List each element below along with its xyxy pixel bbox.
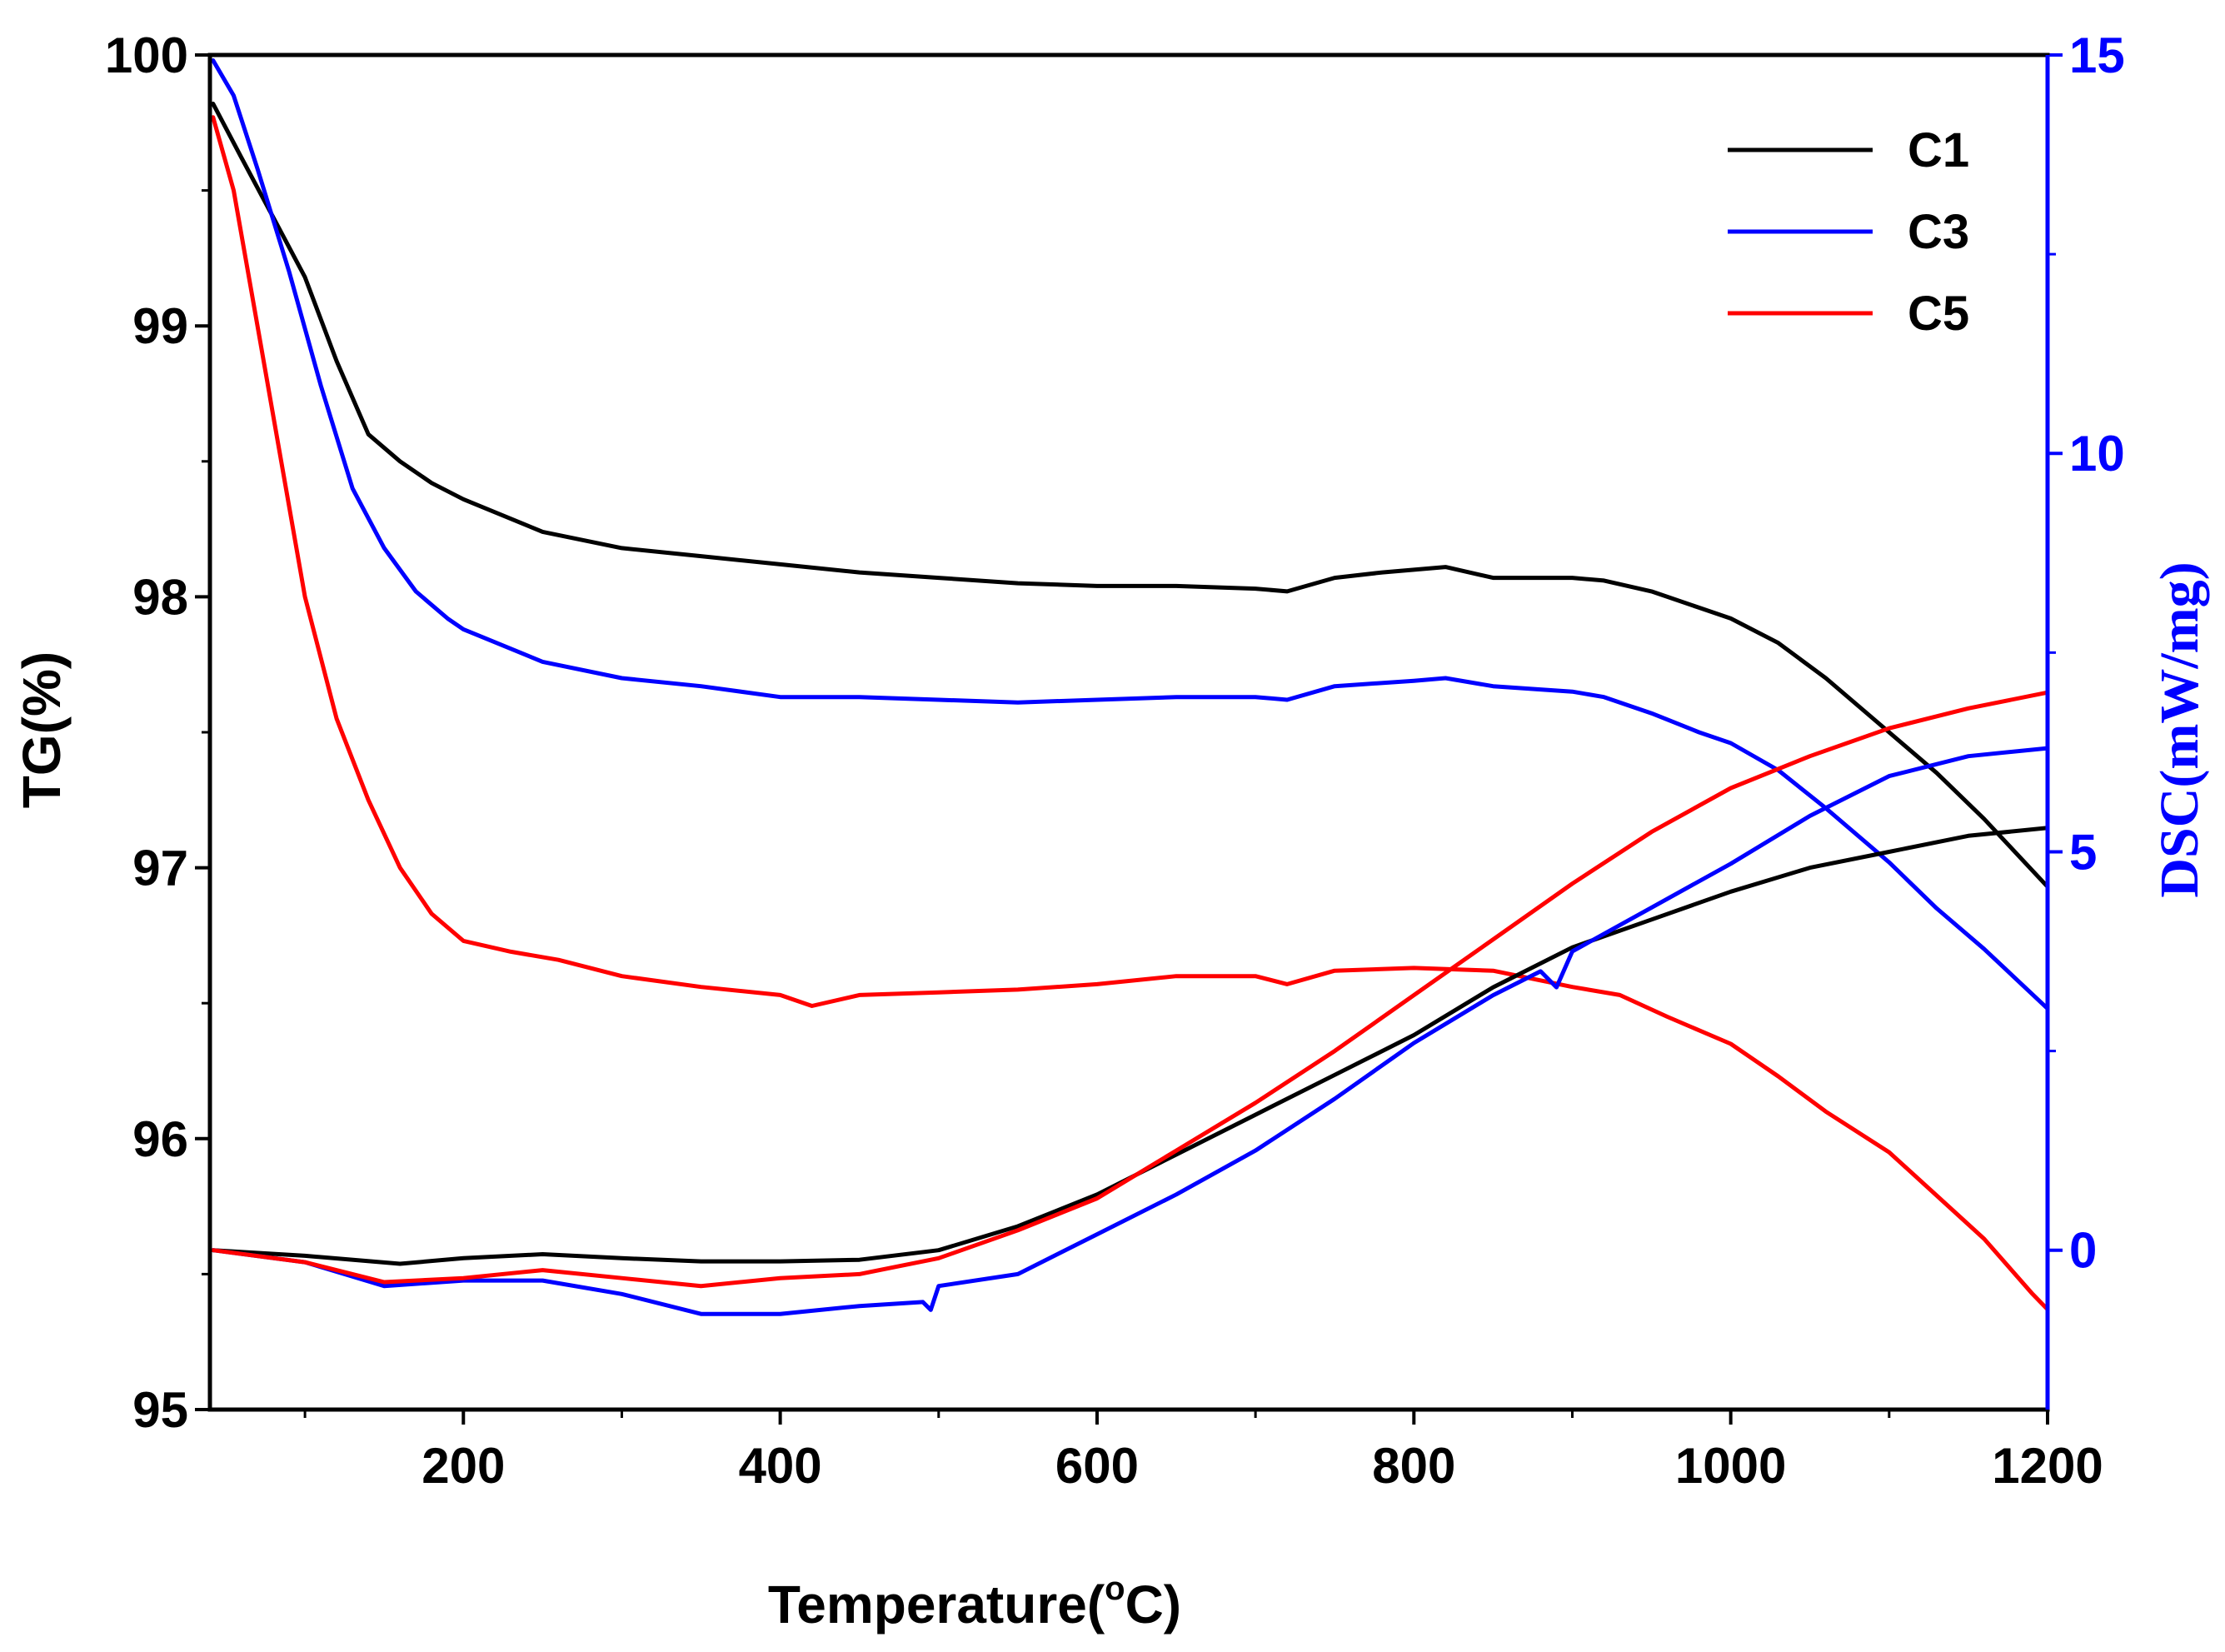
y-right-tick-label-5: 5: [2069, 824, 2097, 880]
legend-label-c3: C3: [1908, 205, 1969, 259]
x-tick-label-1200: 1200: [1992, 1438, 2103, 1494]
series-c1-tg-line: [211, 102, 2050, 889]
y-right-tick-label-15: 15: [2069, 27, 2125, 83]
x-tick-label-400: 400: [739, 1438, 822, 1494]
y-left-tick-label-97: 97: [132, 841, 188, 896]
series-c5-tg-line: [211, 115, 2050, 1312]
series-layer: [211, 58, 2050, 1316]
x-axis-title-degree: o: [1105, 1570, 1125, 1607]
y-left-tick-label-98: 98: [132, 569, 188, 625]
series-c1-dsc-line: [211, 826, 2050, 1266]
x-axis-title-main: Temperature(: [768, 1575, 1105, 1635]
series-c5-dsc-line: [211, 690, 2050, 1289]
legend-label-c1: C1: [1908, 123, 1969, 177]
y-left-axis-title: TG(%): [12, 651, 72, 808]
y-left-tick-label-96: 96: [132, 1111, 188, 1167]
x-axis-title: Temperature(oC): [768, 1570, 1181, 1635]
y-right-axis-title: DSC(mW/mg): [2149, 561, 2210, 897]
legend: C1 C3 C5: [1728, 123, 1969, 341]
legend-label-c5: C5: [1908, 287, 1969, 341]
y-right-tick-label-10: 10: [2069, 426, 2125, 482]
y-left-tick-label-99: 99: [132, 298, 188, 354]
series-c3-dsc-line: [211, 746, 2050, 1316]
x-axis-title-unit: C): [1125, 1575, 1182, 1635]
x-tick-label-800: 800: [1372, 1438, 1455, 1494]
x-tick-label-1000: 1000: [1675, 1438, 1786, 1494]
x-tick-label-200: 200: [422, 1438, 505, 1494]
series-c3-tg-line: [211, 58, 2050, 1011]
plot-frame: [207, 52, 2050, 1412]
x-tick-label-600: 600: [1055, 1438, 1139, 1494]
y-left-tick-label-95: 95: [132, 1382, 188, 1438]
y-right-tick-label-0: 0: [2069, 1223, 2097, 1279]
y-left-tick-label-100: 100: [105, 27, 188, 83]
